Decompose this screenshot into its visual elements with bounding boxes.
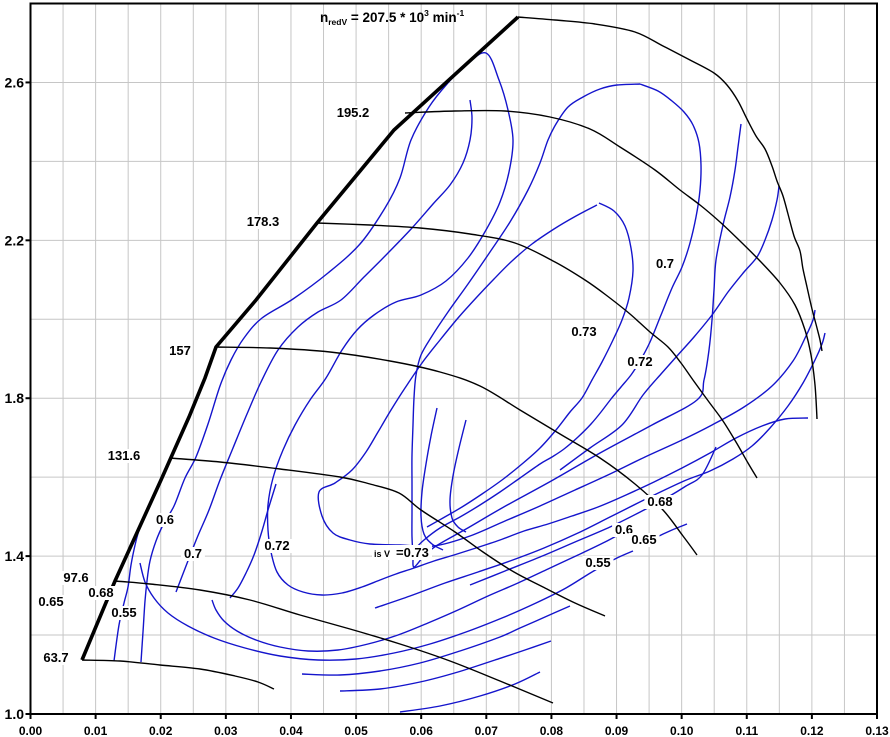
svg-text:0.05: 0.05 [344, 724, 368, 737]
svg-text:0.07: 0.07 [475, 724, 499, 737]
svg-text:0.65: 0.65 [38, 594, 63, 609]
svg-text:0.03: 0.03 [214, 724, 238, 737]
svg-text:0.13: 0.13 [865, 724, 889, 737]
svg-text:131.6: 131.6 [108, 448, 141, 463]
svg-text:0.68: 0.68 [647, 494, 672, 509]
svg-text:is V: is V [374, 549, 390, 559]
svg-text:0.11: 0.11 [735, 724, 758, 737]
svg-text:0.09: 0.09 [605, 724, 629, 737]
svg-text:0.73: 0.73 [571, 324, 596, 339]
svg-text:=0.73: =0.73 [396, 545, 429, 560]
svg-text:63.7: 63.7 [43, 650, 68, 665]
svg-text:0.01: 0.01 [84, 724, 108, 737]
svg-text:0.55: 0.55 [585, 555, 610, 570]
svg-text:0.02: 0.02 [149, 724, 173, 737]
svg-text:1.4: 1.4 [5, 548, 25, 564]
svg-text:195.2: 195.2 [337, 105, 370, 120]
svg-text:0.08: 0.08 [540, 724, 564, 737]
svg-text:0.6: 0.6 [156, 512, 174, 527]
svg-text:0.72: 0.72 [264, 538, 289, 553]
svg-text:nredV = 207.5 * 103 min-1: nredV = 207.5 * 103 min-1 [320, 8, 464, 27]
svg-text:2.6: 2.6 [5, 74, 25, 90]
svg-text:0.12: 0.12 [800, 724, 824, 737]
svg-text:0.10: 0.10 [670, 724, 694, 737]
svg-text:1.8: 1.8 [5, 390, 25, 406]
svg-text:0.72: 0.72 [627, 354, 652, 369]
svg-text:0.65: 0.65 [631, 532, 656, 547]
svg-text:2.2: 2.2 [5, 232, 25, 248]
svg-text:0.7: 0.7 [656, 256, 674, 271]
svg-text:0.00: 0.00 [19, 724, 43, 737]
svg-text:0.7: 0.7 [184, 546, 202, 561]
svg-text:157: 157 [169, 343, 191, 358]
svg-text:178.3: 178.3 [247, 214, 280, 229]
svg-text:0.68: 0.68 [88, 585, 113, 600]
svg-text:1.0: 1.0 [5, 706, 25, 722]
svg-text:0.06: 0.06 [410, 724, 434, 737]
svg-text:0.55: 0.55 [111, 605, 136, 620]
svg-text:97.6: 97.6 [63, 570, 88, 585]
svg-text:0.04: 0.04 [279, 724, 303, 737]
